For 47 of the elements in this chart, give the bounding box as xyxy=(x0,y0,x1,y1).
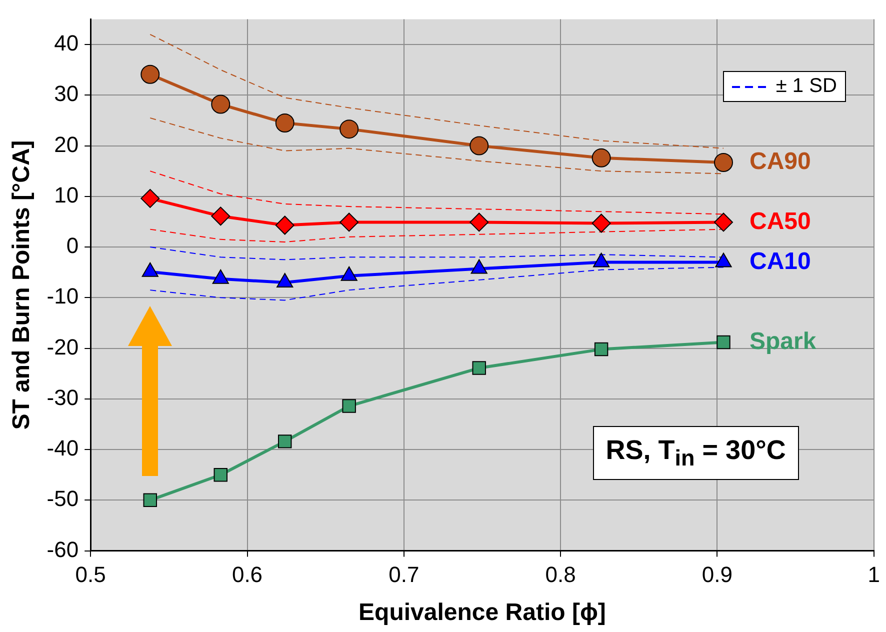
line-series xyxy=(150,34,724,149)
point xyxy=(594,342,608,356)
annotation: ± 1 SD xyxy=(776,75,837,98)
point xyxy=(342,399,356,413)
point xyxy=(472,361,486,375)
point xyxy=(140,188,160,208)
y-tick-label: -60 xyxy=(46,536,79,562)
y-tick-label: 30 xyxy=(54,81,79,106)
y-tick-label: -20 xyxy=(46,334,79,360)
y-tick-label: -10 xyxy=(46,284,79,309)
point xyxy=(211,206,230,226)
point xyxy=(592,148,611,168)
point xyxy=(140,64,160,84)
point xyxy=(340,120,359,139)
x-axis-title: Equivalence Ratio [ϕ] xyxy=(358,599,606,626)
point xyxy=(278,434,292,448)
point xyxy=(275,113,294,132)
series-label: CA50 xyxy=(749,208,811,235)
point xyxy=(340,212,359,232)
point xyxy=(470,136,489,156)
point xyxy=(214,468,228,482)
point xyxy=(714,152,733,172)
point xyxy=(716,335,730,350)
annotation: RS, T$_{in}$ = 30°C xyxy=(592,426,799,480)
y-axis-title: ST and Burn Points [°CA] xyxy=(8,140,36,430)
series-label: Spark xyxy=(749,328,817,355)
y-tick-label: 40 xyxy=(54,30,79,56)
series-label: CA10 xyxy=(749,248,811,275)
point xyxy=(275,216,294,235)
series-label: CA90 xyxy=(749,148,811,176)
x-tick-label: 0.6 xyxy=(232,562,263,588)
x-tick-label: 0.5 xyxy=(75,562,106,588)
point xyxy=(470,212,489,232)
x-tick-label: 0.8 xyxy=(545,562,576,588)
y-tick-label: -50 xyxy=(46,486,79,512)
x-tick-label: 0.9 xyxy=(702,562,733,588)
x-tick-label: 1 xyxy=(868,562,880,588)
y-tick-label: 10 xyxy=(54,182,79,208)
point xyxy=(714,212,733,232)
x-tick-label: 0.7 xyxy=(388,562,420,588)
point xyxy=(143,493,157,508)
point xyxy=(211,94,230,114)
point xyxy=(592,214,611,233)
y-tick-label: -40 xyxy=(46,436,79,461)
y-tick-label: 0 xyxy=(66,233,79,258)
y-tick-label: 20 xyxy=(54,132,79,157)
y-tick-label: -30 xyxy=(46,384,79,410)
